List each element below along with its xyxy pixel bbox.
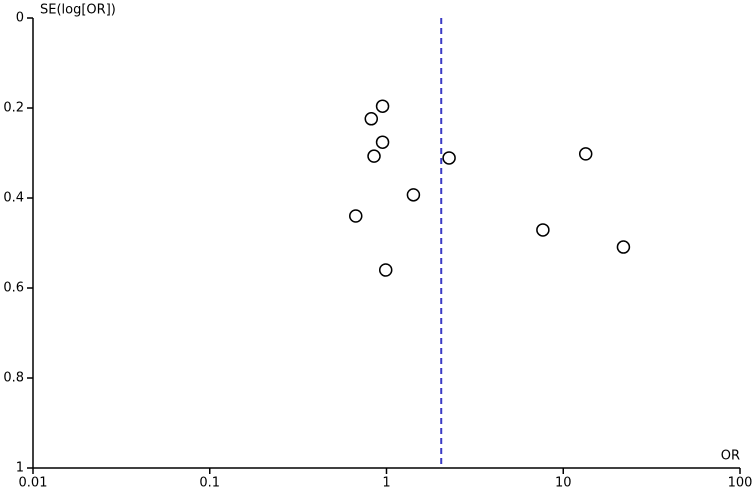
y-tick-label: 0: [16, 11, 24, 26]
study-point: [536, 223, 550, 237]
y-axis-label: SE(log[OR]): [40, 3, 116, 18]
study-point: [364, 112, 379, 126]
x-tick-label: 0.01: [19, 476, 48, 490]
x-tick-label: 100: [728, 476, 753, 490]
y-tick-label: 0.8: [3, 371, 24, 386]
study-point: [578, 147, 593, 161]
study-point: [367, 149, 381, 163]
study-point: [378, 263, 393, 277]
study-point: [442, 151, 456, 165]
study-point: [406, 188, 421, 202]
y-tick-label: 1: [16, 461, 24, 476]
study-point: [375, 135, 390, 149]
study-point: [375, 99, 390, 113]
x-axis-label: OR: [721, 449, 740, 464]
x-tick-label: 1: [382, 476, 390, 490]
y-tick-label: 0.6: [3, 281, 24, 296]
study-point: [616, 240, 631, 254]
y-tick-label: 0.2: [3, 101, 24, 116]
x-tick-label: 0.1: [199, 476, 220, 490]
x-tick-label: 10: [555, 476, 572, 490]
y-tick-label: 0.4: [3, 191, 24, 206]
study-point: [349, 209, 363, 223]
